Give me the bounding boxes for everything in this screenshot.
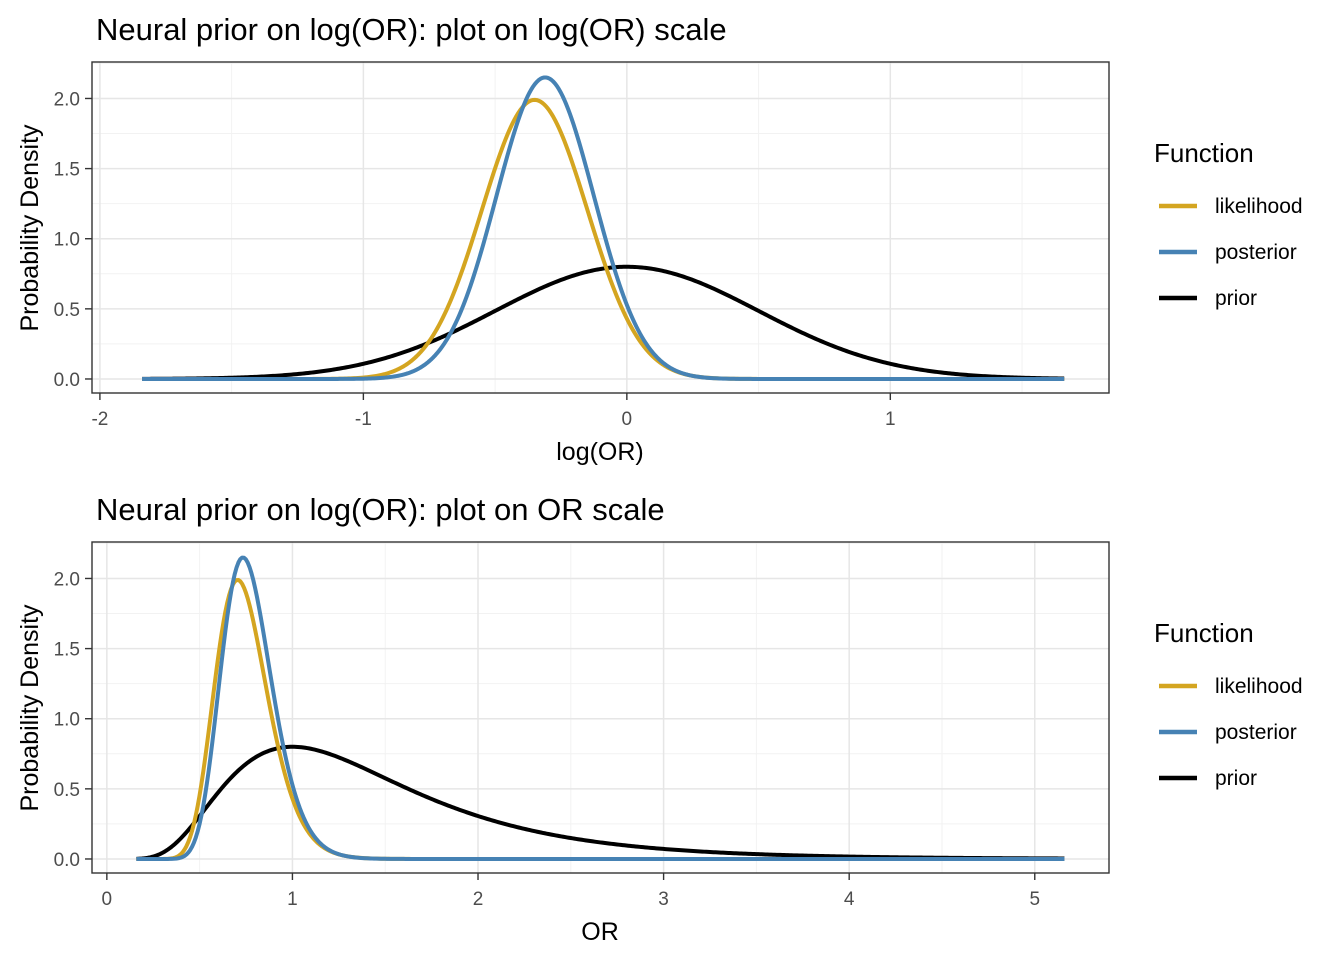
legend: Function likelihood posterior prior <box>1154 138 1303 310</box>
series-lines <box>141 75 1065 381</box>
chart-title: Neural prior on log(OR): plot on log(OR)… <box>96 12 727 47</box>
y-tick-label: 0.0 <box>54 370 80 391</box>
x-axis: -2 -1 0 1 <box>91 393 896 430</box>
legend-label-posterior: posterior <box>1215 721 1297 744</box>
legend-item-posterior: posterior <box>1159 721 1297 744</box>
x-tick-label: 0 <box>622 409 633 430</box>
x-tick-label: 2 <box>473 889 484 910</box>
legend-item-prior: prior <box>1159 287 1257 310</box>
x-axis-title: OR <box>581 918 619 946</box>
x-tick-label: 0 <box>102 889 113 910</box>
legend: Function likelihood posterior prior <box>1154 618 1303 790</box>
panel-logor-scale: Neural prior on log(OR): plot on log(OR)… <box>16 12 1303 466</box>
x-tick-label: 4 <box>844 889 855 910</box>
y-axis-title: Probability Density <box>16 604 44 812</box>
y-tick-label: 1.5 <box>54 160 80 181</box>
legend-label-prior: prior <box>1215 287 1257 310</box>
y-tick-label: 1.0 <box>54 230 80 251</box>
legend-label-prior: prior <box>1215 767 1257 790</box>
y-tick-label: 0.5 <box>54 300 80 321</box>
x-tick-label: -2 <box>91 409 108 430</box>
plot-border <box>91 541 1110 874</box>
legend-item-likelihood: likelihood <box>1159 675 1303 698</box>
legend-label-likelihood: likelihood <box>1215 675 1303 698</box>
y-tick-label: 0.0 <box>54 850 80 871</box>
y-tick-label: 1.5 <box>54 640 80 661</box>
plot-border <box>91 61 1110 394</box>
y-axis: 0.0 0.5 1.0 1.5 2.0 <box>54 569 92 871</box>
legend-title: Function <box>1154 618 1254 648</box>
y-tick-label: 0.5 <box>54 780 80 801</box>
series-lines <box>136 555 1065 861</box>
x-tick-label: 1 <box>885 409 896 430</box>
series-line-likelihood <box>136 578 1065 861</box>
y-tick-label: 2.0 <box>54 569 80 590</box>
chart-title: Neural prior on log(OR): plot on OR scal… <box>96 492 665 527</box>
panel-or-scale: Neural prior on log(OR): plot on OR scal… <box>16 492 1303 946</box>
x-tick-label: 1 <box>287 889 298 910</box>
series-line-posterior <box>141 75 1065 381</box>
legend-title: Function <box>1154 138 1254 168</box>
series-line-posterior <box>136 555 1065 861</box>
x-axis: 0 1 2 3 4 5 <box>102 873 1040 910</box>
y-axis-title: Probability Density <box>16 124 44 332</box>
legend-label-posterior: posterior <box>1215 241 1297 264</box>
x-tick-label: 3 <box>658 889 669 910</box>
y-tick-label: 1.0 <box>54 710 80 731</box>
legend-item-posterior: posterior <box>1159 241 1297 264</box>
series-line-prior <box>141 264 1065 381</box>
grid <box>92 542 1109 873</box>
x-tick-label: -1 <box>355 409 372 430</box>
y-tick-label: 2.0 <box>54 89 80 110</box>
legend-label-likelihood: likelihood <box>1215 195 1303 218</box>
y-axis: 0.0 0.5 1.0 1.5 2.0 <box>54 89 92 391</box>
legend-item-likelihood: likelihood <box>1159 195 1303 218</box>
x-tick-label: 5 <box>1029 889 1040 910</box>
legend-item-prior: prior <box>1159 767 1257 790</box>
x-axis-title: log(OR) <box>556 438 644 466</box>
series-line-prior <box>136 744 1065 861</box>
